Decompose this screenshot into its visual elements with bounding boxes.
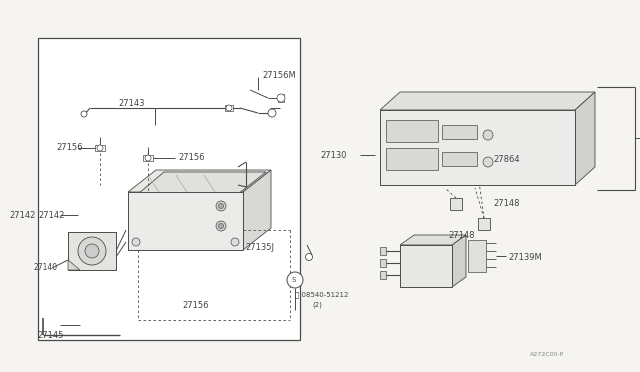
Text: 27156: 27156	[182, 301, 209, 310]
Text: 27135J: 27135J	[245, 244, 274, 253]
Bar	[386, 148, 438, 170]
Text: 27130: 27130	[320, 151, 346, 160]
Circle shape	[483, 130, 493, 140]
Bar	[380, 247, 386, 255]
Polygon shape	[400, 235, 466, 245]
Bar	[380, 259, 386, 267]
Text: 27156: 27156	[178, 154, 205, 163]
Text: 27148: 27148	[448, 231, 474, 241]
Polygon shape	[380, 92, 595, 110]
Bar	[400, 245, 452, 287]
Circle shape	[218, 224, 223, 228]
Bar	[478, 218, 490, 230]
Bar	[380, 271, 386, 279]
Text: 27142: 27142	[10, 211, 36, 219]
Bar	[380, 110, 575, 185]
Text: 27145: 27145	[37, 330, 63, 340]
Polygon shape	[452, 235, 466, 287]
Polygon shape	[138, 172, 266, 194]
Text: 27156: 27156	[56, 144, 83, 153]
Circle shape	[78, 237, 106, 265]
Text: A272C00-P: A272C00-P	[530, 353, 564, 357]
Bar	[95, 145, 105, 151]
Bar	[442, 125, 477, 139]
Bar	[442, 152, 477, 166]
Circle shape	[132, 238, 140, 246]
Circle shape	[216, 201, 226, 211]
Circle shape	[81, 111, 87, 117]
Circle shape	[97, 145, 103, 151]
Text: Ⓢ 08540-51212: Ⓢ 08540-51212	[295, 292, 348, 298]
Bar	[225, 105, 233, 111]
Circle shape	[218, 203, 223, 208]
Circle shape	[85, 244, 99, 258]
Bar	[386, 120, 438, 142]
Circle shape	[483, 157, 493, 167]
Polygon shape	[243, 170, 271, 250]
Bar	[278, 94, 284, 102]
Circle shape	[216, 221, 226, 231]
Text: 27140: 27140	[34, 263, 58, 273]
Text: 27142: 27142	[38, 211, 65, 219]
Text: (2): (2)	[312, 302, 322, 308]
Text: S: S	[291, 277, 296, 283]
Text: 27864: 27864	[493, 155, 520, 164]
Bar	[38, 38, 300, 340]
Polygon shape	[575, 92, 595, 185]
Polygon shape	[128, 170, 271, 192]
Circle shape	[305, 253, 312, 260]
Text: 27139M: 27139M	[508, 253, 541, 263]
Bar	[128, 192, 243, 250]
Bar	[68, 232, 116, 270]
Polygon shape	[68, 260, 80, 270]
Circle shape	[226, 105, 232, 111]
Text: 27143: 27143	[118, 99, 145, 109]
Bar	[468, 240, 486, 272]
Bar	[450, 198, 462, 210]
Circle shape	[231, 238, 239, 246]
Circle shape	[268, 109, 276, 117]
Text: 27148: 27148	[493, 199, 520, 208]
Circle shape	[287, 272, 303, 288]
Bar	[143, 155, 153, 161]
Circle shape	[145, 155, 151, 161]
Circle shape	[277, 94, 285, 102]
Text: 27156M: 27156M	[262, 71, 296, 80]
